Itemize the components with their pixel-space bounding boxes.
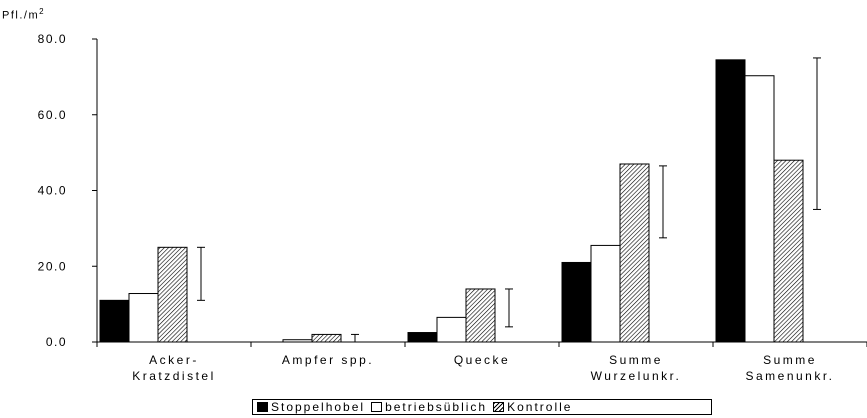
- legend-swatch-white: [371, 402, 383, 412]
- bar: [407, 332, 438, 343]
- y-axis-unit-text: Pfl./m: [2, 9, 40, 22]
- bars: [99, 59, 804, 343]
- y-axis-unit-superscript: 2: [39, 7, 46, 16]
- x-category-label: Kratzdistel: [132, 369, 216, 383]
- bar: [465, 288, 496, 343]
- legend-label: Stoppelhobel: [271, 400, 366, 414]
- bar: [99, 299, 130, 343]
- legend-swatch-black: [257, 402, 268, 412]
- bar: [311, 333, 342, 343]
- x-category-label: Wurzelunkr.: [591, 369, 682, 383]
- legend-item-betriebsueblich: betriebsüblich: [371, 400, 487, 414]
- x-category-label: Summe: [763, 353, 817, 367]
- error-bars: [197, 57, 821, 343]
- bar: [157, 246, 188, 343]
- bar-chart: 0.0 20.0 40.0 60.0 80.0 Acker- Kratzdistel Ampf…: [38, 32, 867, 383]
- axis-labels: 0.0 20.0 40.0 60.0 80.0 Acker- Kratzdistel Ampf…: [38, 32, 834, 383]
- x-category-label: Acker-: [149, 353, 199, 367]
- legend: Stoppelhobel betriebsüblich Kontrolle: [252, 399, 712, 415]
- bar: [436, 316, 467, 343]
- y-tick-label: 60.0: [38, 108, 67, 122]
- bar: [619, 163, 650, 343]
- bar: [744, 75, 775, 343]
- bar: [715, 59, 746, 343]
- bar: [561, 261, 592, 343]
- legend-label: Kontrolle: [507, 400, 573, 414]
- x-category-label: Samenunkr.: [745, 369, 834, 383]
- legend-swatch-hatch: [493, 402, 505, 412]
- y-tick-label: 40.0: [38, 184, 67, 198]
- bar: [128, 293, 159, 343]
- x-category-label: Ampfer spp.: [282, 353, 374, 367]
- y-axis-unit-label: Pfl./m2: [2, 7, 45, 22]
- y-tick-label: 20.0: [38, 259, 67, 273]
- legend-item-kontrolle: Kontrolle: [493, 400, 572, 414]
- legend-item-stoppelhobel: Stoppelhobel: [257, 400, 365, 414]
- bar: [282, 339, 313, 343]
- x-category-label: Summe: [609, 353, 663, 367]
- bar: [773, 159, 804, 343]
- bar: [590, 244, 621, 343]
- y-tick-label: 0.0: [46, 335, 67, 349]
- y-tick-label: 80.0: [38, 32, 67, 46]
- legend-label: betriebsüblich: [385, 400, 488, 414]
- x-category-label: Quecke: [454, 353, 510, 367]
